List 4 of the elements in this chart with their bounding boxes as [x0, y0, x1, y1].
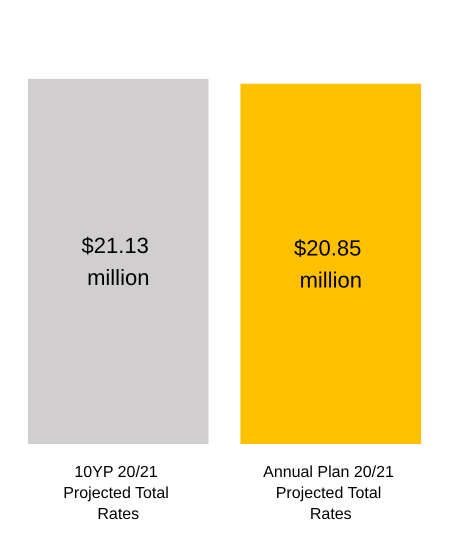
x-tick-label: 10YP 20/21 Projected Total Rates [63, 464, 174, 523]
data-label: $21.13 million [82, 232, 155, 290]
x-tick-label: Annual Plan 20/21 Projected Total Rates [263, 464, 398, 523]
data-label: $20.85 million [294, 235, 368, 292]
